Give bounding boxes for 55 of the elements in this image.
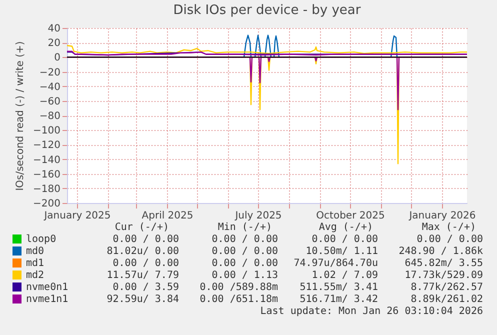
- y-tick-label: −160: [33, 169, 60, 180]
- text: 8.77k/262.57: [410, 282, 483, 294]
- text: 10.50m/ 1.11: [306, 246, 378, 258]
- text: 0.00 / 0.00: [212, 258, 278, 270]
- y-tick-label: −140: [33, 154, 60, 166]
- x-tick-label: October 2025: [316, 210, 385, 222]
- text: 0.00 /651.18m: [200, 294, 278, 306]
- y-tick-label: 20: [48, 38, 60, 50]
- y-tick-label: −40: [39, 82, 60, 93]
- text: 0.00 /589.88m: [200, 282, 278, 294]
- text: 0.00 / 1.13: [212, 270, 278, 282]
- text: 0.00 / 0.00: [312, 234, 378, 246]
- text: 645.82m/ 3.55: [404, 258, 483, 270]
- text: 81.02u/ 0.00: [106, 246, 179, 258]
- text: 0.00 / 0.00: [112, 234, 179, 246]
- legend-label: nvme0n1: [26, 282, 68, 293]
- y-tick-label: 0: [54, 52, 60, 64]
- text: Max (-/+): [422, 222, 476, 234]
- y-tick-label: −60: [39, 96, 60, 108]
- text: 0.00 / 0.00: [416, 234, 483, 246]
- text: 11.57u/ 7.79: [106, 270, 179, 282]
- x-tick-label: July 2025: [234, 210, 282, 222]
- legend-label: md0: [26, 246, 44, 257]
- y-tick-label: −100: [33, 126, 60, 137]
- text: Avg (-/+): [318, 222, 373, 234]
- x-tick-label: January 2025: [43, 210, 111, 222]
- x-tick-label: January 2026: [408, 210, 476, 222]
- y-tick-label: −20: [39, 67, 60, 78]
- x-tick-label: April 2025: [142, 210, 194, 222]
- text: 17.73k/529.09: [404, 270, 483, 282]
- legend-label: md1: [26, 258, 44, 269]
- text: 516.71m/ 3.42: [300, 294, 378, 306]
- legend-label: md2: [26, 270, 44, 281]
- y-tick-label: −200: [33, 198, 60, 210]
- text: 0.00 / 0.00: [212, 234, 278, 246]
- text: Last update: Mon Jan 26 03:10:04 2026: [260, 306, 483, 318]
- text: 511.55m/ 3.41: [300, 282, 378, 294]
- y-tick-label: −120: [33, 140, 60, 152]
- text: 248.90 / 1.86k: [398, 246, 483, 258]
- legend-label: loop0: [26, 234, 56, 245]
- y-tick-label: −80: [39, 111, 60, 122]
- text: 8.89k/261.02: [410, 294, 483, 306]
- y-tick-label: 40: [48, 24, 60, 34]
- y-axis-title: IOs/second read (-) / write (+): [15, 41, 26, 191]
- chart-title: Disk IOs per device - by year: [173, 3, 362, 18]
- y-tick-label: −180: [33, 184, 60, 195]
- legend-label: nvme1n1: [26, 294, 68, 305]
- text: 0.00 / 3.59: [112, 282, 179, 294]
- text: 1.02 / 7.09: [312, 270, 378, 282]
- text: 0.00 / 0.00: [112, 258, 179, 270]
- text: Min (-/+): [218, 222, 272, 234]
- text: 92.59u/ 3.84: [106, 294, 179, 306]
- text: Cur (-/+): [114, 222, 169, 234]
- text: 74.97u/864.70u: [294, 258, 378, 270]
- text: 0.00 / 0.00: [212, 246, 278, 258]
